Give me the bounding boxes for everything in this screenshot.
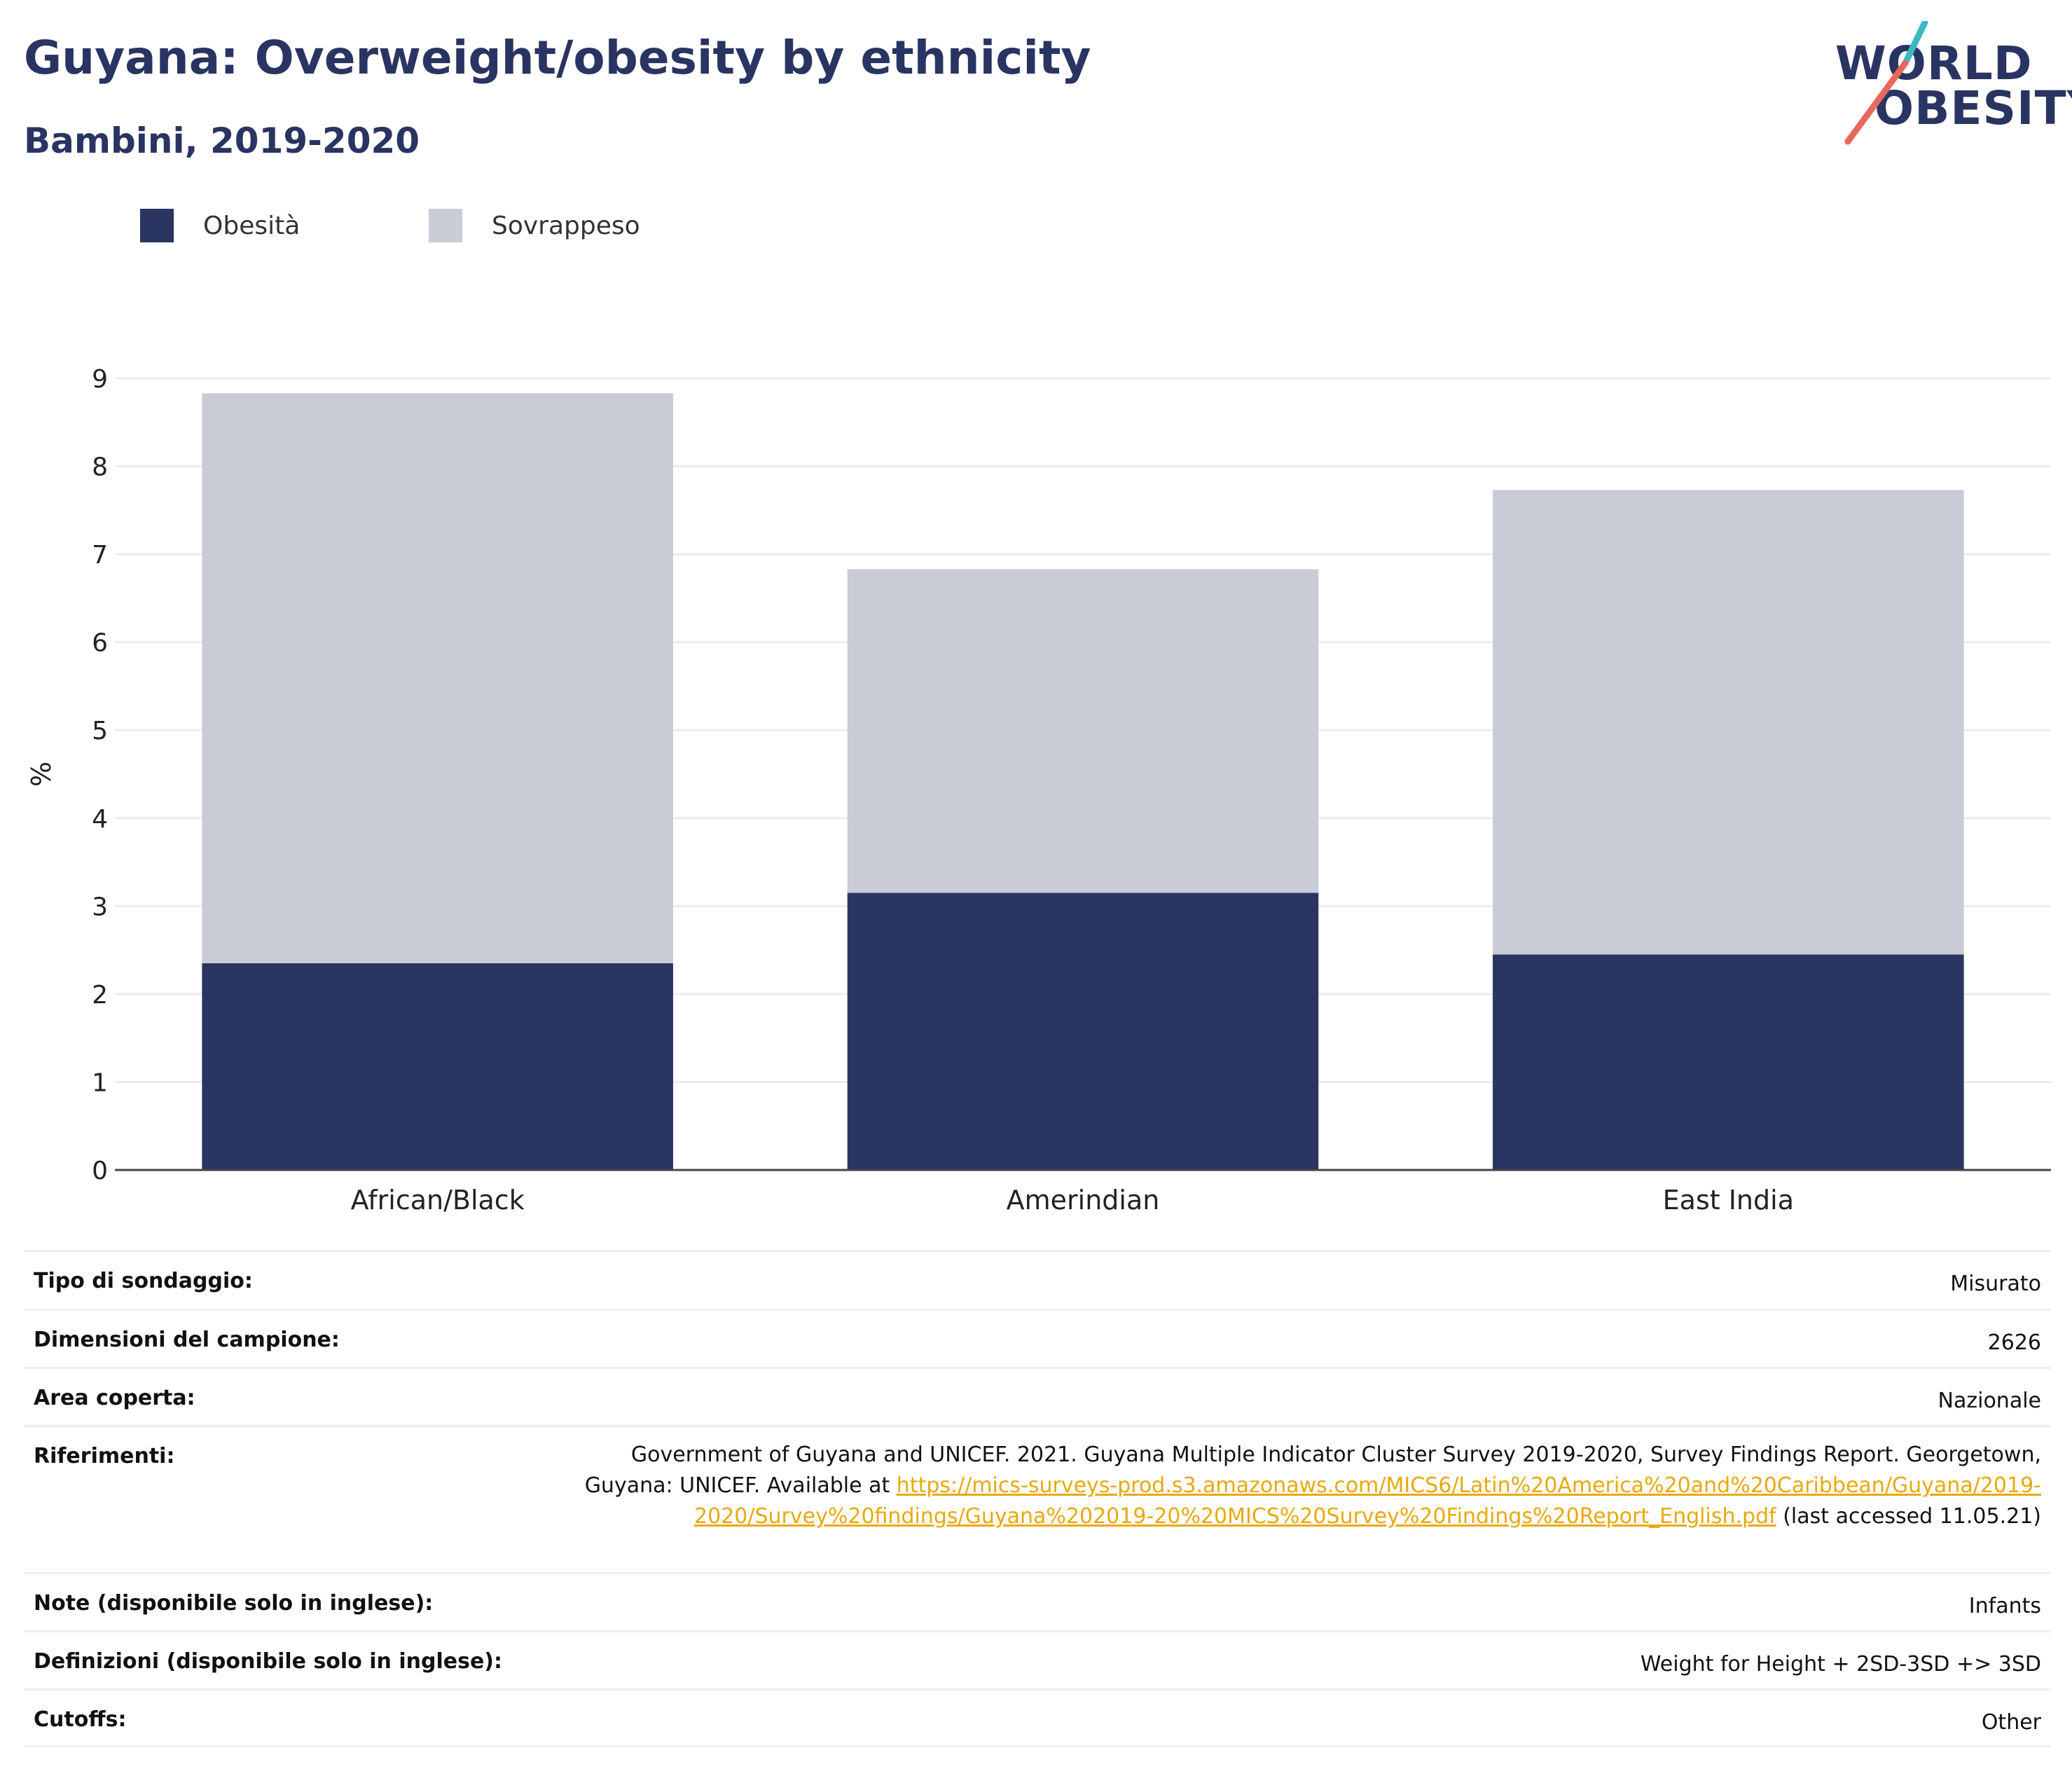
y-axis-label: % <box>26 762 57 787</box>
info-label: Definizioni (disponibile solo in inglese… <box>34 1649 502 1674</box>
x-tick-label: East India <box>1663 1185 1794 1216</box>
info-row-definitions: Definizioni (disponibile solo in inglese… <box>24 1630 2051 1688</box>
info-label: Tipo di sondaggio: <box>34 1269 253 1293</box>
chart-title: Guyana: Overweight/obesity by ethnicity <box>24 31 1091 85</box>
legend-label-obesita: Obesità <box>203 212 301 240</box>
y-tick-label: 1 <box>92 1068 108 1097</box>
info-row-references: Riferimenti: Government of Guyana and UN… <box>24 1425 2051 1572</box>
info-row-sample-size: Dimensioni del campione: 2626 <box>24 1309 2051 1367</box>
info-row-cutoffs: Cutoffs: Other <box>24 1688 2051 1747</box>
legend-swatch-sovrappeso <box>429 209 462 242</box>
y-tick-label: 5 <box>92 717 108 745</box>
y-tick-label: 4 <box>92 805 108 834</box>
info-label: Dimensioni del campione: <box>34 1328 340 1352</box>
info-row-notes: Note (disponibile solo in inglese): Infa… <box>24 1572 2051 1630</box>
legend-swatch-obesita <box>140 209 174 242</box>
info-value: Infants <box>1968 1594 2041 1618</box>
stacked-bar-chart: 0 1 2 3 4 5 6 7 8 9% African/Black Amerindian East I… <box>26 365 2051 1216</box>
x-tick-label: Amerindian <box>1007 1185 1160 1216</box>
logo-line-2: OBESITY <box>1874 81 2072 135</box>
reference-accessed: (last accessed 11.05.21) <box>1776 1504 2041 1529</box>
reference-text: Government of Guyana and UNICEF. 2021. G… <box>542 1440 2041 1532</box>
info-label: Area coperta: <box>34 1386 195 1410</box>
info-value: Other <box>1981 1710 2041 1735</box>
logo-line-1: WORLD <box>1835 36 2033 90</box>
bar-sovrappeso <box>1493 490 1964 955</box>
y-tick-label: 6 <box>92 629 108 658</box>
y-tick-label: 8 <box>92 453 108 482</box>
bar-obesita <box>847 893 1319 1170</box>
info-value: Misurato <box>1950 1272 2041 1296</box>
info-value: Weight for Height + 2SD-3SD +> 3SD <box>1640 1652 2041 1677</box>
world-obesity-logo: WORLD OBESITY <box>1821 21 2072 147</box>
y-tick-label: 7 <box>92 541 108 570</box>
bar-sovrappeso <box>847 569 1319 893</box>
x-tick-label: African/Black <box>351 1185 525 1216</box>
bar-obesita <box>1493 954 1964 1170</box>
info-value: Nazionale <box>1938 1389 2041 1413</box>
legend-label-sovrappeso: Sovrappeso <box>492 212 640 240</box>
y-tick-label: 9 <box>92 365 108 394</box>
info-label: Cutoffs: <box>34 1707 127 1732</box>
info-value: 2626 <box>1987 1330 2041 1355</box>
bar-sovrappeso <box>202 393 673 963</box>
reference-link[interactable]: https://mics-surveys-prod.s3.amazonaws.c… <box>694 1473 2041 1529</box>
info-label: Note (disponibile solo in inglese): <box>34 1591 434 1616</box>
bar-obesita <box>202 963 673 1170</box>
y-tick-label: 2 <box>92 981 108 1010</box>
info-row-area-covered: Area coperta: Nazionale <box>24 1367 2051 1425</box>
reference-citation: Government of Guyana and UNICEF. 2021. G… <box>584 1443 2041 1498</box>
logo-slash-icon <box>1844 21 1928 145</box>
y-tick-label: 0 <box>92 1157 108 1185</box>
info-label: Riferimenti: <box>34 1444 175 1468</box>
info-row-survey-type: Tipo di sondaggio: Misurato <box>24 1250 2051 1309</box>
info-table: Tipo di sondaggio: Misurato Dimensioni d… <box>24 1250 2051 1747</box>
chart-subtitle: Bambini, 2019-2020 <box>24 121 420 161</box>
y-tick-label: 3 <box>92 893 108 921</box>
